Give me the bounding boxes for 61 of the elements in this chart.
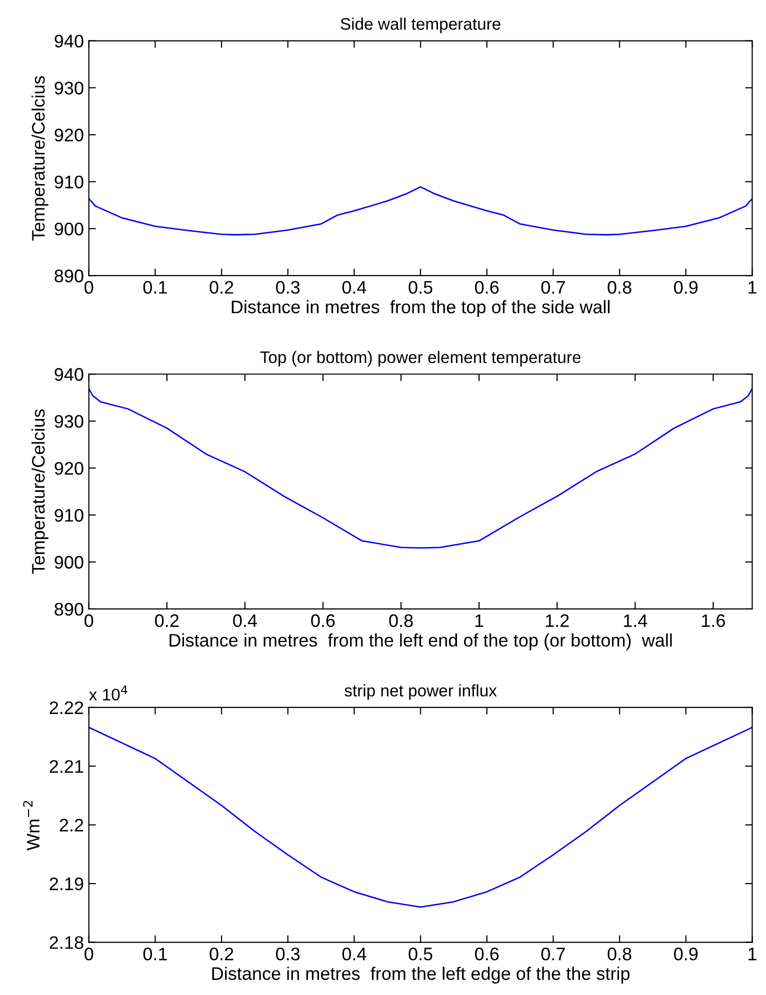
line-series xyxy=(88,726,752,908)
y-tick-label: 2.22 xyxy=(50,701,84,714)
y-tick-label: 940 xyxy=(54,34,84,48)
x-tick-label: 1.4 xyxy=(624,614,648,627)
x-tick-label: 0.4 xyxy=(342,948,366,960)
x-axis-title: Distance in metres from the left edge of the the strip xyxy=(212,966,630,984)
x-tick-label: 0 xyxy=(84,280,94,294)
y-tick-label: 920 xyxy=(54,462,84,475)
x-tick-label: 0.3 xyxy=(276,280,300,294)
x-tick-label: 0.7 xyxy=(541,948,565,960)
x-tick-label: 0.6 xyxy=(475,280,499,294)
text: x 10$^{4}$ xyxy=(89,685,128,701)
x-tick-label: 0.8 xyxy=(608,280,632,294)
x-tick-label: 1 xyxy=(748,948,756,960)
x-tick-label: 0.4 xyxy=(233,614,257,628)
x-tick-label: 0.5 xyxy=(408,948,432,960)
chart-title: Side wall temperature xyxy=(340,18,500,34)
x-tick-label: 0.1 xyxy=(143,948,167,960)
x-tick-label: 0.9 xyxy=(674,948,698,960)
chart-title: strip net power influx xyxy=(344,684,497,700)
x-tick-label: 0.6 xyxy=(475,948,499,960)
x-tick-label: 0.9 xyxy=(674,280,698,294)
y-tick-label: 900 xyxy=(54,222,84,236)
y-tick-label: 2.21 xyxy=(50,760,84,773)
x-tick-label: 0.2 xyxy=(210,948,234,960)
x-axis-title: Distance in metres from the top of the side wall xyxy=(232,300,610,317)
chart-title: Top (or bottom) power element temperature xyxy=(260,350,581,366)
x-tick-label: 0 xyxy=(84,614,94,628)
y-tick-label: 930 xyxy=(54,415,84,428)
x-tick-label: 0.1 xyxy=(143,280,167,294)
x-tick-label: 0.2 xyxy=(210,280,234,294)
x-tick-label: 0.3 xyxy=(276,948,300,960)
y-tick-label: 890 xyxy=(54,602,84,616)
y-tick-label: 910 xyxy=(54,176,84,188)
x-tick-label: 0.7 xyxy=(541,280,565,294)
y-tick-label: 940 xyxy=(54,368,84,381)
x-tick-label: 1 xyxy=(475,614,484,627)
x-axis-title: Distance in metres from the left end of the top (or bottom) wall xyxy=(170,633,672,650)
y-axis-title: Wm$^{−2}$ xyxy=(23,800,40,851)
x-tick-label: 1 xyxy=(748,281,756,294)
y-axis-title: Temperature/Celcius xyxy=(31,76,48,241)
y-tick-label: 910 xyxy=(54,508,84,522)
x-tick-label: 0.2 xyxy=(155,614,179,628)
x-tick-label: 1.6 xyxy=(702,614,725,628)
x-tick-label: 0.5 xyxy=(408,280,432,294)
x-tick-label: 0.4 xyxy=(342,280,366,294)
y-tick-label: 2.18 xyxy=(50,936,84,949)
y-axis-title: Temperature/Celcius xyxy=(31,409,48,574)
x-tick-label: 0.6 xyxy=(311,614,335,628)
line-series xyxy=(88,186,752,236)
y-tick-label: 2.19 xyxy=(50,877,84,890)
x-tick-label: 1.2 xyxy=(546,614,569,627)
y-tick-label: 2.2 xyxy=(60,818,84,832)
x-tick-label: 0 xyxy=(84,948,94,960)
x-tick-label: 0.8 xyxy=(389,614,413,628)
y-tick-label: 930 xyxy=(54,82,84,94)
x-tick-label: 0.8 xyxy=(608,948,632,960)
line-series xyxy=(88,388,752,549)
y-tick-label: 920 xyxy=(54,128,84,142)
y-tick-label: 900 xyxy=(54,556,84,569)
y-tick-label: 890 xyxy=(54,270,84,282)
